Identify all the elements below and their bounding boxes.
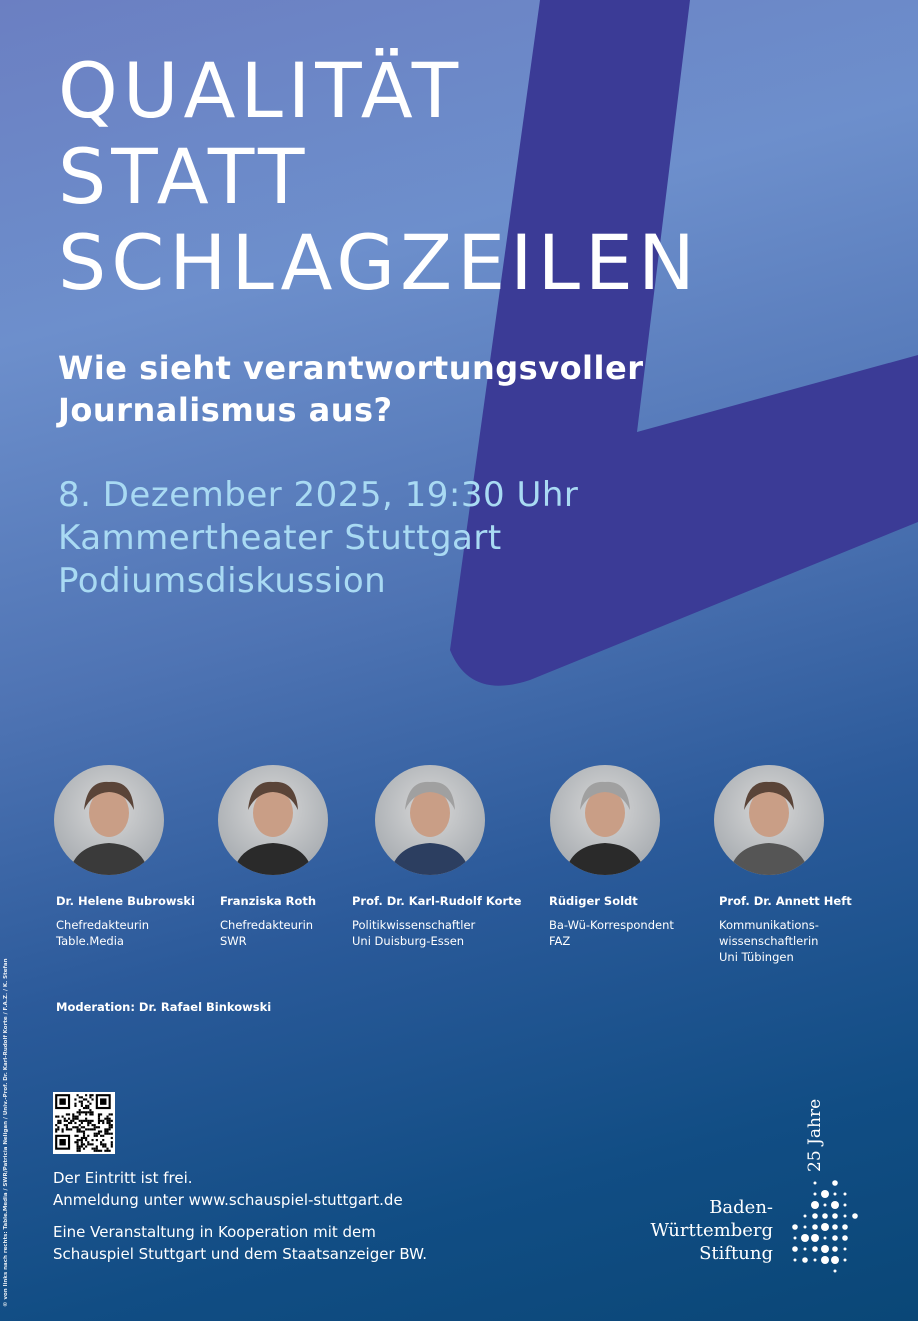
speaker-name: Franziska Roth <box>220 894 317 908</box>
speaker-role: Chefredakteurin <box>56 918 150 932</box>
logo-dot <box>801 1234 809 1242</box>
speaker-photo <box>550 765 660 875</box>
logo-dot <box>831 1256 839 1264</box>
speaker-role: Table.Media <box>56 934 124 948</box>
logo-dot <box>821 1256 829 1264</box>
speaker: Rüdiger Soldt Ba-Wü-Korrespondent FAZ <box>549 893 674 949</box>
logo-dot <box>823 1236 827 1240</box>
speaker-name: Dr. Helene Bubrowski <box>56 894 195 908</box>
speaker: Prof. Dr. Annett Heft Kommunikations-wiss… <box>719 893 852 965</box>
info-block: Der Eintritt ist frei. Anmeldung unter w… <box>53 1167 427 1275</box>
logo-dot <box>843 1258 847 1262</box>
speaker-photo <box>54 765 164 875</box>
logo-dot <box>813 1192 817 1196</box>
logo-dot <box>833 1269 837 1273</box>
moderation: Moderation: Dr. Rafael Binkowski <box>56 1000 272 1014</box>
logo-dot <box>823 1203 827 1207</box>
logo-dot <box>822 1213 828 1219</box>
logo-dot <box>803 1225 807 1229</box>
speaker: Franziska Roth Chefredakteurin SWR <box>220 893 316 949</box>
logo-dot <box>852 1213 858 1219</box>
logo-dot <box>842 1224 848 1230</box>
logo-dot <box>832 1235 838 1241</box>
bw-stiftung-logo-dots <box>792 1180 858 1273</box>
logo-dot <box>821 1190 829 1198</box>
speaker-name: Prof. Dr. Karl-Rudolf Korte <box>352 894 522 908</box>
subtitle-line: Journalismus aus? <box>58 391 393 429</box>
headline-line: QUALITÄT <box>58 46 464 135</box>
logo-dot <box>792 1246 798 1252</box>
cooperation-text: Eine Veranstaltung in Kooperation mit de… <box>53 1223 376 1241</box>
logo-dot <box>803 1214 807 1218</box>
headline-line: SCHLAGZEILEN <box>58 218 700 307</box>
speaker-role: Politikwissenschaftler <box>352 918 476 932</box>
entry-text: Der Eintritt ist frei. <box>53 1169 193 1187</box>
speaker-role: Chefredakteurin <box>220 918 314 932</box>
logo-dot <box>832 1180 838 1186</box>
speaker-name: Prof. Dr. Annett Heft <box>719 894 852 908</box>
event-format: Podiumsdiskussion <box>58 561 387 601</box>
logo-dot <box>842 1235 848 1241</box>
logo-line: Baden- <box>709 1197 773 1218</box>
logo-dot <box>793 1258 797 1262</box>
logo-dot <box>821 1223 829 1231</box>
registration-text: Anmeldung unter www.schauspiel-stuttgart… <box>53 1191 403 1209</box>
speaker: Prof. Dr. Karl-Rudolf Korte Politikwissen… <box>352 893 521 949</box>
speaker-role: Ba-Wü-Korrespondent <box>549 918 674 932</box>
logo-dot <box>812 1246 818 1252</box>
event-datetime: 8. Dezember 2025, 19:30 Uhr <box>58 475 579 515</box>
logo-dot <box>793 1236 797 1240</box>
speaker: Dr. Helene Bubrowski Chefredakteurin Table… <box>56 893 195 949</box>
logo-line: Stiftung <box>699 1243 773 1264</box>
logo-dot <box>843 1203 847 1207</box>
speaker-role: FAZ <box>549 934 571 948</box>
logo-dot <box>831 1201 839 1209</box>
speaker-role: Uni Tübingen <box>719 950 794 964</box>
bw-stiftung-logo-text: Baden- Württemberg Stiftung <box>651 1196 773 1265</box>
event-venue: Kammertheater Stuttgart <box>58 518 502 558</box>
logo-dot <box>832 1246 838 1252</box>
logo-dot <box>843 1247 847 1251</box>
logo-dot <box>792 1224 798 1230</box>
qr-code[interactable] <box>53 1092 115 1154</box>
logo-dot <box>812 1224 818 1230</box>
logo-dot <box>812 1213 818 1219</box>
speaker-photo <box>218 765 328 875</box>
speaker-photo <box>714 765 824 875</box>
speaker-role: Uni Duisburg-Essen <box>352 934 465 948</box>
logo-dot <box>802 1257 808 1263</box>
logo-dot <box>803 1247 807 1251</box>
logo-dot <box>833 1192 837 1196</box>
cooperation-text: Schauspiel Stuttgart und dem Staatsanzei… <box>53 1245 428 1263</box>
subtitle-line: Wie sieht verantwortungsvoller <box>58 349 644 387</box>
speaker-role: SWR <box>220 934 247 948</box>
logo-dot <box>832 1213 838 1219</box>
anniversary-number: 25 <box>805 1150 825 1172</box>
event-details: 8. Dezember 2025, 19:30 Uhr Kammertheate… <box>58 474 578 603</box>
headline: QUALITÄT STATT SCHLAGZEILEN <box>58 48 700 306</box>
speaker-role: Kommunikations- <box>719 918 819 932</box>
subtitle: Wie sieht verantwortungsvoller Journalis… <box>58 347 643 431</box>
logo-dot <box>843 1192 847 1196</box>
logo-dot <box>813 1258 817 1262</box>
logo-dot <box>821 1245 829 1253</box>
logo-dot <box>811 1201 819 1209</box>
speaker-photo <box>375 765 485 875</box>
logo-dot <box>832 1224 838 1230</box>
photo-credit: © von links nach rechts: Table.Media / S… <box>3 958 9 1307</box>
headline-line: STATT <box>58 132 310 221</box>
speaker-name: Rüdiger Soldt <box>549 894 638 908</box>
anniversary-label: 25 Jahre <box>805 1099 825 1172</box>
logo-dot <box>813 1181 817 1185</box>
logo-dot <box>843 1214 847 1218</box>
logo-dot <box>811 1234 819 1242</box>
speaker-role: wissenschaftlerin <box>719 934 819 948</box>
anniversary-word: Jahre <box>805 1098 825 1145</box>
logo-line: Württemberg <box>650 1220 773 1241</box>
